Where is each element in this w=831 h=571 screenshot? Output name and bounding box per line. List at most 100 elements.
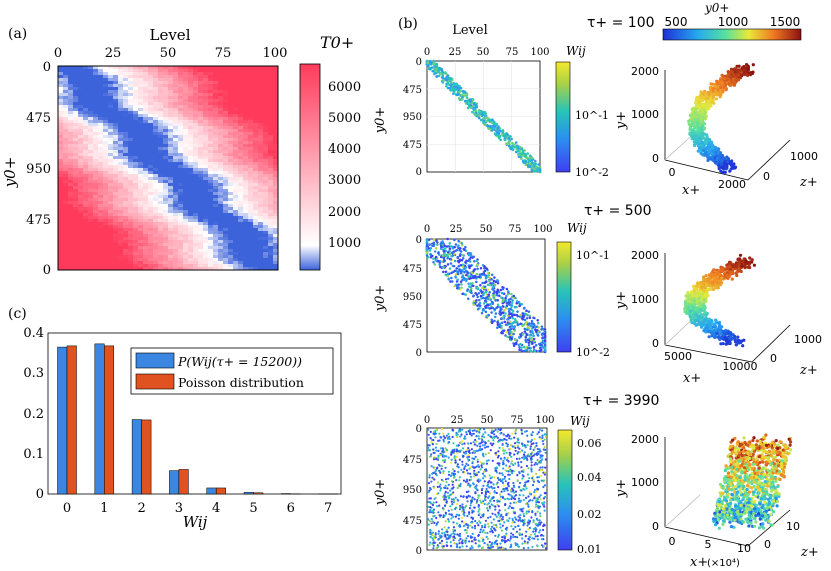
heatmap-cell [113,159,119,163]
heatmap-cell [108,219,114,223]
matrix-point [468,507,472,510]
heatmap-cell [168,210,174,214]
heatmap-cell [113,96,119,100]
heatmap-cell [173,111,179,115]
matrix-point [528,334,532,337]
heatmap-cell [248,183,254,187]
matrix-point [525,309,528,312]
heatmap-cell [273,252,279,256]
heatmap-cell [188,201,194,205]
heatmap-cell [248,147,254,151]
heatmap-xticks: 0 25 50 75 100 [54,46,288,61]
heatmap-cell [193,162,199,166]
heatmap-cell [203,162,209,166]
heatmap-cell [78,123,84,127]
matrix-point [539,346,542,350]
heatmap-cell [248,216,254,220]
matrix-point [500,296,503,299]
heatmap-cell [88,189,94,193]
heatmap-cell [233,216,239,220]
heatmap-cell [228,180,234,184]
heatmap-cell [263,183,269,187]
heatmap-cell [188,189,194,193]
heatmap-cell [103,123,109,127]
heatmap-cell [238,171,244,175]
heatmap-cell [193,237,199,241]
heatmap-cell [113,222,119,226]
heatmap-cell [163,129,169,133]
heatmap-cell [223,234,229,238]
heatmap-cell [273,87,279,91]
heatmap-cell [228,153,234,157]
heatmap-cell [218,111,224,115]
heatmap-cell [88,93,94,97]
heatmap-cell [123,159,129,163]
heatmap-cell [158,84,164,88]
heatmap-cell [68,234,74,238]
heatmap-cell [118,198,124,202]
heatmap-cell [88,135,94,139]
heatmap-cell [233,219,239,223]
heatmap-cell [233,246,239,250]
heatmap-cell [258,141,264,145]
heatmap-cell [228,255,234,259]
heatmap-cell [188,267,194,271]
heatmap-cell [233,222,239,226]
heatmap-cell [83,87,89,91]
heatmap-cell [253,147,259,151]
heatmap-cell [73,267,79,271]
heatmap-cell [148,147,154,151]
heatmap-cell [268,117,274,121]
heatmap-cell [58,213,64,217]
heatmap-cell [123,225,129,229]
matrix-point [528,526,532,530]
heatmap-cell [158,132,164,136]
heatmap-cell [223,153,229,157]
heatmap-cell [108,240,114,244]
heatmap-cell [193,84,199,88]
heatmap-cell [228,213,234,217]
heatmap-cell [58,150,64,154]
heatmap-cell [238,81,244,85]
matrix-point [512,294,516,298]
heatmap-cell [88,261,94,265]
heatmap-cell [258,120,264,124]
heatmap-cell [98,195,104,199]
heatmap-cell [93,111,99,115]
matrix-point [533,350,537,353]
matrix-point [537,326,540,329]
heatmap-cell [263,189,269,193]
heatmap-cell [138,195,144,199]
heatmap-cell [58,75,64,79]
heatmap-cell [138,105,144,109]
heatmap-cell [198,264,204,268]
heatmap-cell [178,252,184,256]
heatmap-cell [58,162,64,166]
matrix-point [529,329,532,333]
heatmap-cell [63,87,69,91]
matrix-point [442,432,445,435]
heatmap-cell [223,246,229,250]
matrix-point [518,345,521,349]
matrix-point [528,337,531,340]
heatmap-cell [158,180,164,184]
heatmap-cell [223,267,229,271]
heatmap-cell [233,81,239,85]
matrix-point [473,274,477,278]
heatmap-cell [83,111,89,115]
matrix-point [455,284,459,288]
heatmap-cell [98,258,104,262]
heatmap-cell [108,72,114,76]
heatmap-cell [123,174,129,178]
matrix-point [472,299,476,303]
heatmap-cell [83,117,89,121]
matrix-point [532,162,535,165]
heatmap-cell [238,204,244,208]
heatmap-cell [158,171,164,175]
heatmap-cell [83,153,89,157]
heatmap-cell [123,78,129,82]
heatmap-cell [243,114,249,118]
matrix-point [513,453,516,456]
heatmap-cell [163,156,169,160]
heatmap-cell [73,96,79,100]
